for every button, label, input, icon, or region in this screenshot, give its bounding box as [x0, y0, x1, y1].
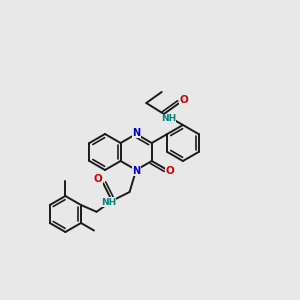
- Text: NH: NH: [161, 114, 176, 123]
- Text: O: O: [166, 167, 174, 176]
- Text: N: N: [132, 128, 140, 138]
- Text: O: O: [94, 174, 103, 184]
- Text: N: N: [132, 166, 140, 176]
- Text: O: O: [180, 95, 189, 105]
- Text: NH: NH: [101, 198, 116, 207]
